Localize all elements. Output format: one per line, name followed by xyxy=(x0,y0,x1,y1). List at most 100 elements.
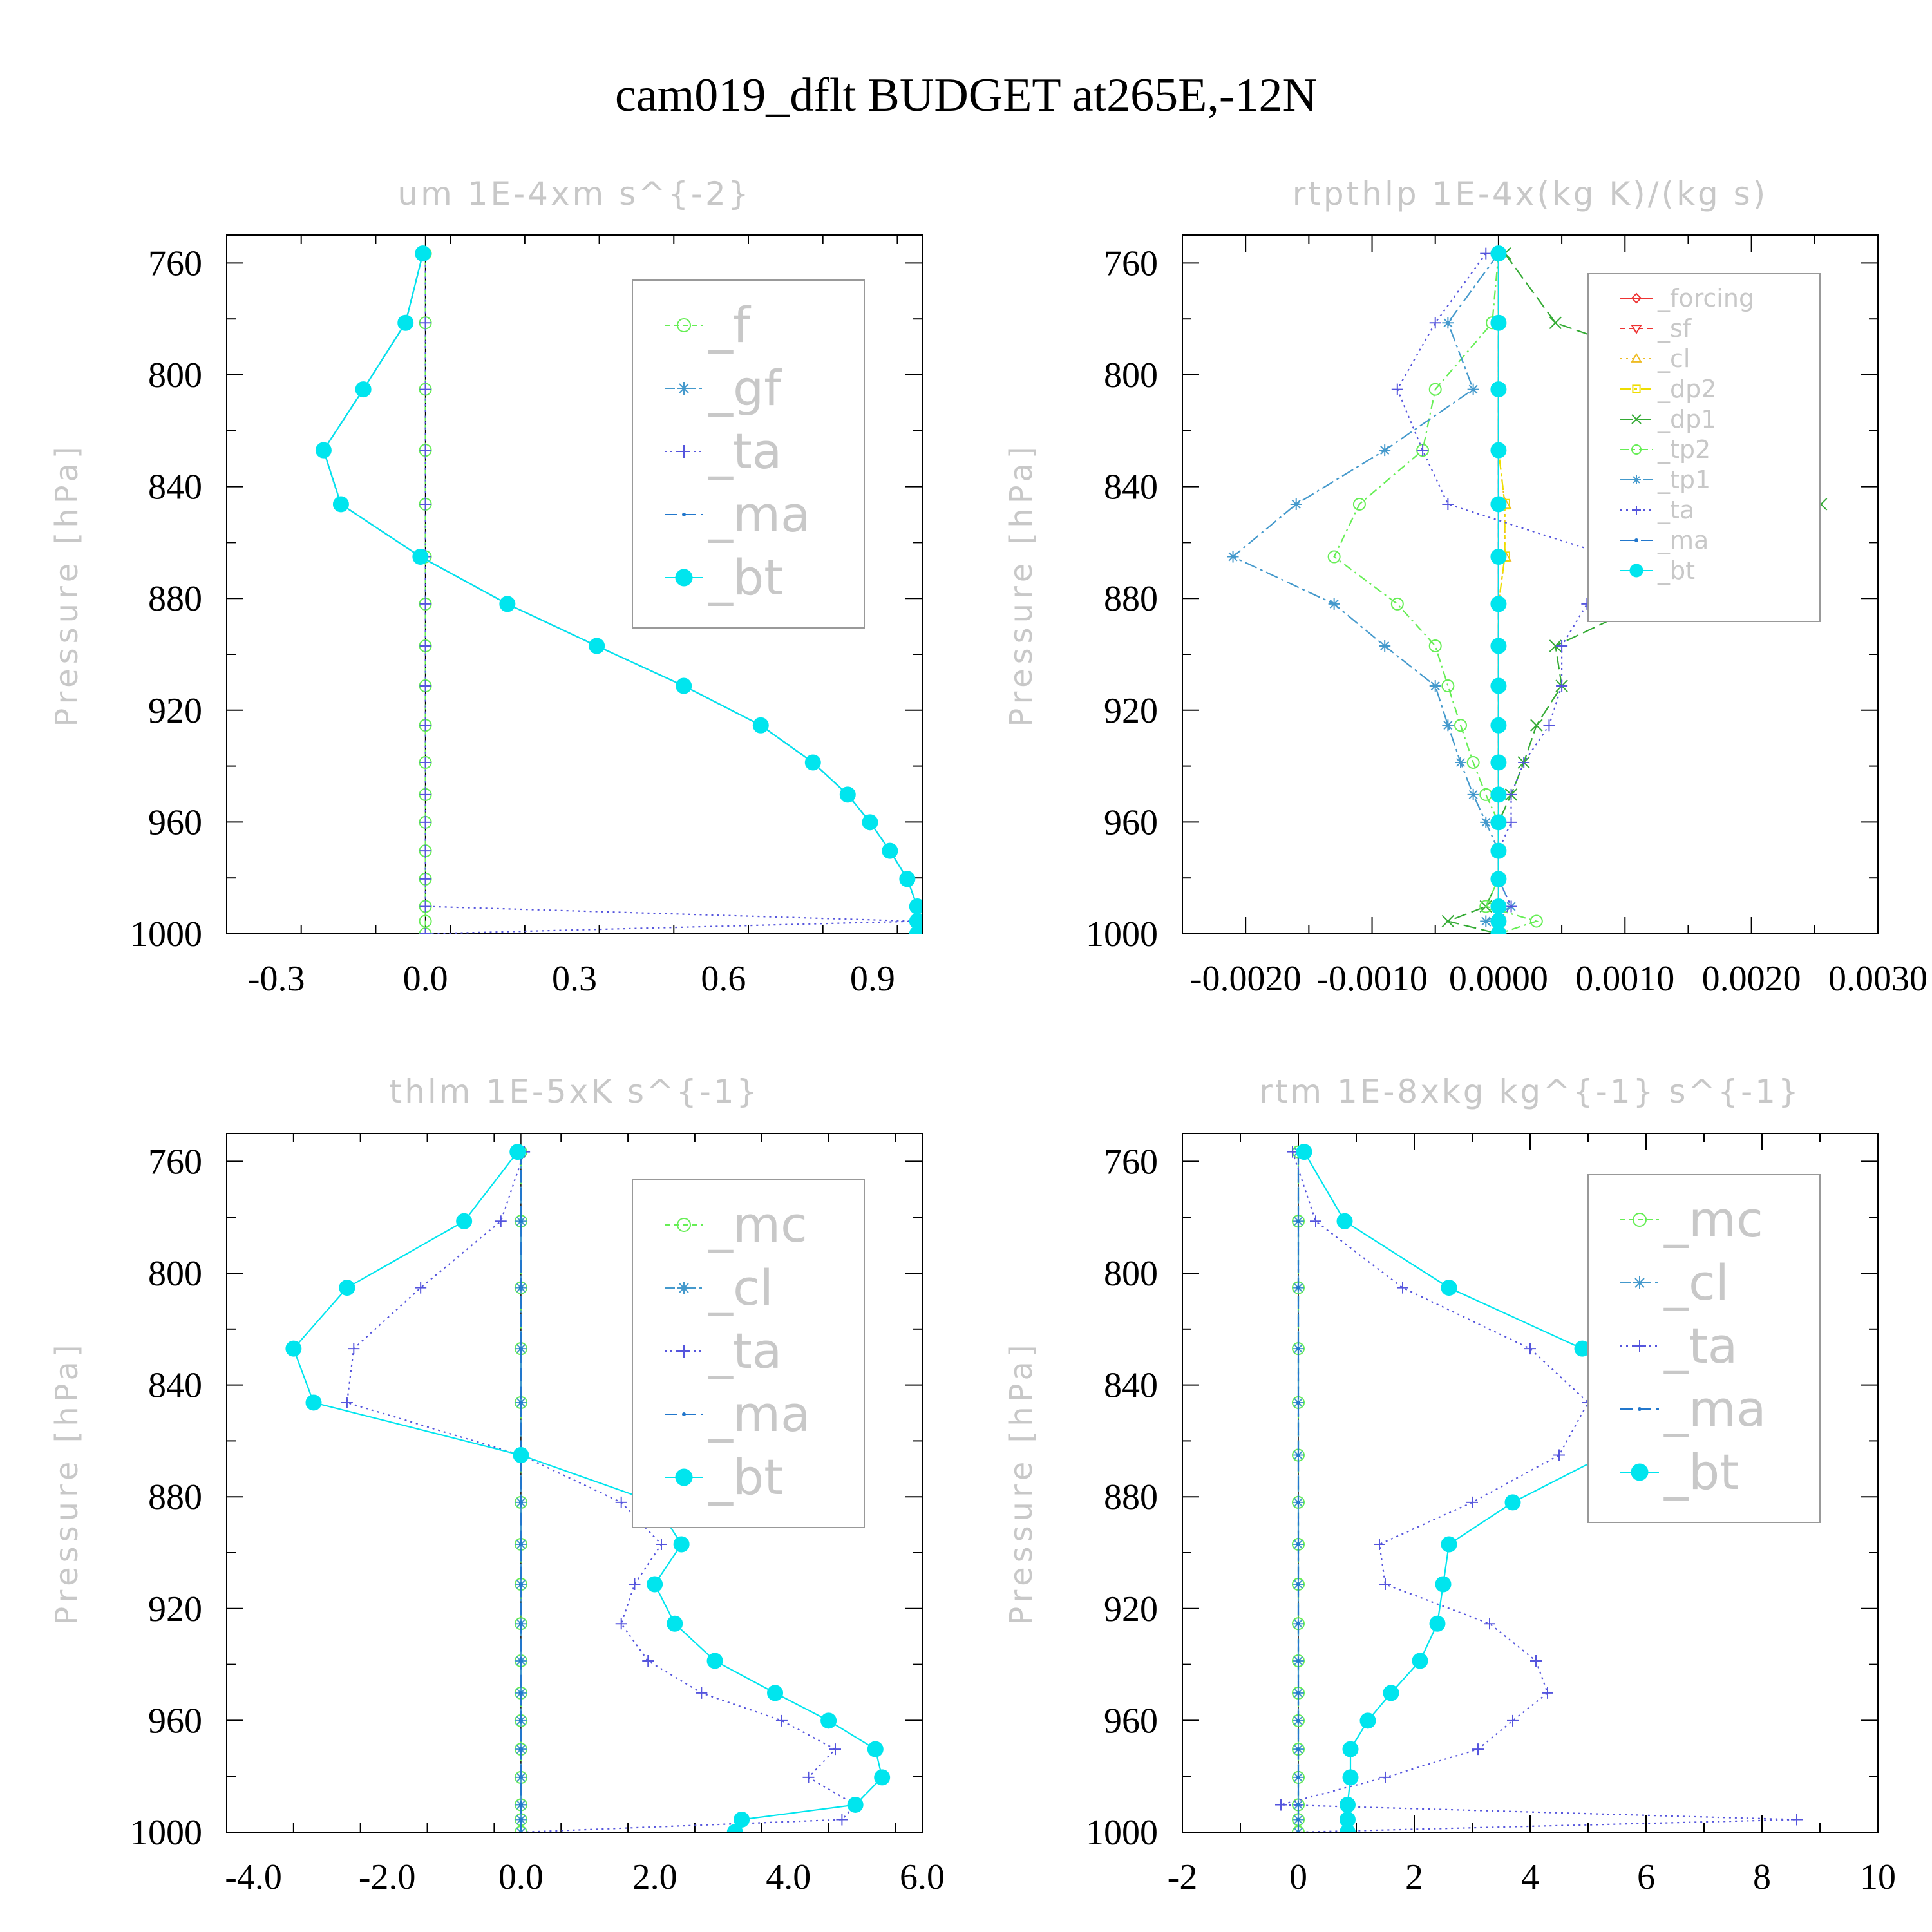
legend: _mc_cl_ta_ma_bt xyxy=(632,1179,865,1528)
data-point-bt xyxy=(1490,245,1507,262)
data-point-tp2 xyxy=(1479,788,1493,801)
legend-label: _bt xyxy=(708,549,783,606)
legend-label: _ta xyxy=(1663,1317,1738,1374)
data-point-bt xyxy=(513,1447,529,1464)
data-point-bt xyxy=(499,596,516,612)
legend-marker xyxy=(1633,1213,1647,1227)
series-line-dp2 xyxy=(1497,253,1506,934)
data-point-ma xyxy=(518,1542,523,1546)
y-axis-label: Pressure [hPa] xyxy=(49,1340,85,1625)
x-tick-label: 0.6 xyxy=(701,959,746,999)
data-point-tp1 xyxy=(1379,444,1391,457)
x-tick-label: -2.0 xyxy=(359,1857,416,1897)
data-point-ta xyxy=(696,1687,708,1699)
panel-thlm: thlm 1E-5xK s^{-1} Pressure [hPa] 760 800 84… xyxy=(49,1073,945,1897)
data-point-bt xyxy=(1490,638,1507,654)
data-point-ma xyxy=(518,1817,523,1822)
legend-marker xyxy=(677,318,691,332)
y-axis-label: Pressure [hPa] xyxy=(1003,442,1039,726)
legend-marker xyxy=(1631,444,1642,455)
series-line-tp2 xyxy=(1333,253,1539,934)
legend-marker xyxy=(1631,1463,1649,1481)
data-point-tp1 xyxy=(1480,915,1492,927)
data-point-bt xyxy=(1342,1769,1359,1786)
legend-marker xyxy=(677,1345,690,1358)
y-tick-label: 880 xyxy=(1104,579,1158,619)
y-axis-label: Pressure [hPa] xyxy=(49,442,85,726)
data-point-ta xyxy=(348,1343,360,1355)
data-point-bt xyxy=(767,1685,784,1701)
data-point-bt xyxy=(1504,1494,1521,1511)
plot-frame xyxy=(226,234,923,934)
data-point-bt xyxy=(1490,496,1507,513)
data-point-bt xyxy=(706,1653,723,1669)
data-point-ta xyxy=(829,1743,841,1756)
data-point-tp2 xyxy=(1428,639,1442,652)
data-point-ta xyxy=(836,1814,848,1826)
data-point-bt xyxy=(1412,1653,1428,1669)
data-point-bt xyxy=(1490,717,1507,734)
x-tick-label: 0.3 xyxy=(552,959,597,999)
data-point-tp1 xyxy=(1379,639,1391,652)
x-tick-label: 2 xyxy=(1405,1857,1423,1897)
legend-label: _mc xyxy=(708,1196,808,1253)
data-point-ta xyxy=(419,873,431,885)
data-point-bt xyxy=(820,1712,837,1729)
data-point-ta xyxy=(1397,1282,1408,1294)
data-point-bt xyxy=(1490,842,1507,859)
legend-label: _tp1 xyxy=(1657,466,1710,494)
y-tick-label: 1000 xyxy=(1086,914,1158,954)
data-point-bt xyxy=(285,1340,302,1357)
data-point-ta xyxy=(775,1714,788,1727)
data-point-tp2 xyxy=(1530,914,1543,928)
data-point-bt xyxy=(1336,1213,1353,1229)
data-point-bt xyxy=(1490,442,1507,459)
data-point-bt xyxy=(1340,1796,1356,1813)
legend-box xyxy=(632,279,865,629)
data-point-bt xyxy=(874,1769,891,1786)
y-tick-label: 880 xyxy=(148,1477,202,1517)
y-tick-label: 800 xyxy=(148,355,202,395)
y-tick-label: 960 xyxy=(148,1701,202,1741)
data-point-bt xyxy=(1383,1685,1399,1701)
data-point-ma xyxy=(518,1658,523,1663)
y-tick-label: 760 xyxy=(148,243,202,283)
legend-label: _bt xyxy=(1657,556,1695,585)
legend-marker xyxy=(1632,506,1641,515)
data-point-ta xyxy=(615,1496,627,1508)
x-tick-label: 4.0 xyxy=(766,1857,811,1897)
legend-label: _mc xyxy=(1663,1191,1763,1248)
x-tick-label: -4.0 xyxy=(225,1857,282,1897)
legend: _mc_cl_ta_ma_bt xyxy=(1587,1174,1821,1523)
data-point-tp1 xyxy=(1429,680,1441,692)
x-tick-label: 0.0000 xyxy=(1449,959,1548,999)
series-group xyxy=(285,1144,891,1832)
data-point-ma xyxy=(1296,1775,1300,1779)
x-tick-label: -0.3 xyxy=(248,959,305,999)
legend: _forcing_sf_cl_dp2_dp1_tp2_tp1_ta_ma_bt xyxy=(1587,273,1821,622)
y-tick-label: 1000 xyxy=(130,914,202,954)
data-point-ma xyxy=(1296,1690,1300,1695)
data-point-ta xyxy=(642,1654,654,1667)
panel-title: rtpthlp 1E-4x(kg K)/(kg s) xyxy=(1293,175,1768,213)
data-point-ta xyxy=(1505,900,1517,913)
x-tick-label: 0 xyxy=(1289,1857,1307,1897)
data-point-tp1 xyxy=(1467,788,1479,800)
data-point-ta xyxy=(1310,1215,1321,1227)
legend: _f_gf_ta _ma _bt xyxy=(632,279,865,629)
data-point-tp2 xyxy=(1441,679,1455,693)
legend-box xyxy=(1587,273,1821,622)
data-point-ma xyxy=(518,1775,523,1779)
data-point-ma xyxy=(518,1830,523,1832)
series-group xyxy=(1275,1144,1803,1832)
data-point-ma xyxy=(1296,1817,1300,1822)
data-point-ta xyxy=(1791,1814,1803,1826)
y-tick-label: 800 xyxy=(148,1254,202,1294)
data-point-ma xyxy=(1296,1453,1300,1457)
data-point-ta xyxy=(1466,1496,1478,1508)
data-point-ta xyxy=(1556,639,1568,652)
data-point-bt xyxy=(412,549,429,565)
y-tick-label: 1000 xyxy=(1086,1813,1158,1853)
data-point-bt xyxy=(804,754,821,771)
